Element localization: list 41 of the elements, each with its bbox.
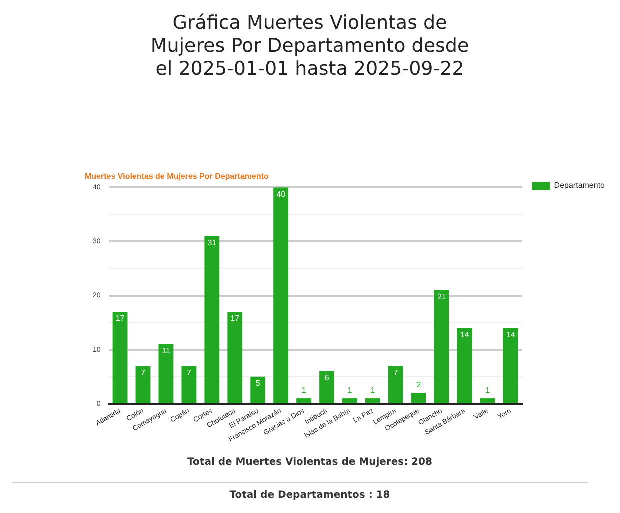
data-label: 21 <box>437 292 447 302</box>
data-label: 14 <box>506 330 516 340</box>
data-label: 11 <box>162 346 171 356</box>
bar <box>274 188 289 403</box>
chart-title: Gráfica Muertes Violentas de Mujeres Por Departamento desde el 2025-01-01 hasta 2025-09-22 <box>150 12 470 81</box>
bar <box>342 398 358 403</box>
text: Total de Muertes Violentas de Mujeres: 208 <box>186 457 434 468</box>
bar <box>158 344 174 403</box>
data-label: 40 <box>276 190 286 199</box>
data-label: 1 <box>302 386 307 395</box>
bar <box>204 236 220 403</box>
data-label: 6 <box>324 374 330 383</box>
bar <box>457 328 472 403</box>
data-label: 17 <box>116 314 126 324</box>
data-label: 7 <box>394 368 399 378</box>
data-label: 14 <box>460 330 470 340</box>
data-label: 31 <box>208 238 218 248</box>
bar <box>366 398 380 403</box>
data-label: 7 <box>186 368 192 378</box>
bar <box>250 376 266 403</box>
data-label: 17 <box>230 314 240 324</box>
data-label: 5 <box>256 379 261 388</box>
bar <box>320 372 334 403</box>
data-label: 1 <box>348 386 353 395</box>
bar <box>296 398 312 403</box>
bar <box>228 312 243 403</box>
data-label: 7 <box>141 368 146 378</box>
bar <box>434 290 450 403</box>
bar <box>136 366 151 403</box>
bar <box>388 366 404 403</box>
chart-subtitle: Muertes Violentas de Mujeres Por Departamento <box>85 172 270 182</box>
data-label: 1 <box>370 386 376 395</box>
text: Total de Departamentos : 18 <box>228 490 392 501</box>
data-label: 2 <box>416 380 422 390</box>
bar <box>411 393 426 403</box>
bar <box>480 398 496 403</box>
bar <box>112 312 128 403</box>
bar <box>503 328 518 403</box>
data-label: 1 <box>486 386 491 395</box>
legend-label: Departamento <box>554 181 606 190</box>
bar <box>182 366 197 403</box>
